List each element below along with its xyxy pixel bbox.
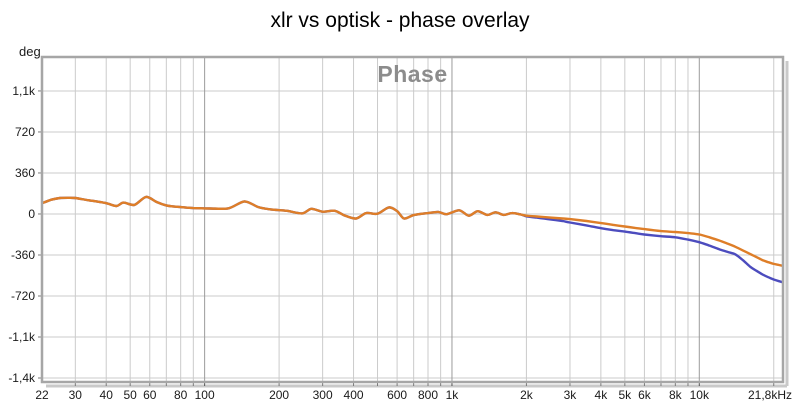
y-tick-label: -1,4k bbox=[8, 371, 36, 385]
x-tick-label: 600 bbox=[387, 388, 407, 402]
x-tick-label: 80 bbox=[174, 388, 188, 402]
x-tick-label: 800 bbox=[418, 388, 438, 402]
plot-background bbox=[42, 57, 783, 382]
plot-border bbox=[40, 55, 785, 384]
x-tick-label: 4k bbox=[595, 388, 609, 402]
x-tick-label: 100 bbox=[195, 388, 215, 402]
x-tick-label: 60 bbox=[143, 388, 157, 402]
y-tick-label: -360 bbox=[11, 248, 35, 262]
x-tick-label: 21,8kHz bbox=[748, 388, 792, 402]
phase-curve-orange bbox=[42, 195, 783, 267]
measurement-type-label: Phase bbox=[377, 61, 448, 87]
x-tick-label: 50 bbox=[124, 388, 138, 402]
x-tick-label: 10k bbox=[690, 388, 710, 402]
x-tick-label: 400 bbox=[344, 388, 364, 402]
x-tick-label: 8k bbox=[669, 388, 683, 402]
y-tick-label: -1,1k bbox=[8, 330, 36, 344]
x-tick-label: 2k bbox=[520, 388, 534, 402]
x-tick-label: 300 bbox=[313, 388, 333, 402]
x-tick-label: 5k bbox=[618, 388, 632, 402]
x-tick-label: 30 bbox=[69, 388, 83, 402]
x-tick-label: 1k bbox=[446, 388, 460, 402]
x-tick-label: 3k bbox=[564, 388, 578, 402]
y-tick-label: 1,1k bbox=[12, 84, 36, 98]
y-tick-label: 720 bbox=[15, 125, 35, 139]
x-tick-label: 6k bbox=[638, 388, 652, 402]
y-tick-label: 360 bbox=[15, 166, 35, 180]
y-tick-label: 0 bbox=[28, 207, 35, 221]
y-tick-label: -720 bbox=[11, 289, 35, 303]
x-tick-label: 40 bbox=[100, 388, 114, 402]
x-tick-label: 22 bbox=[35, 388, 49, 402]
x-tick-label: 200 bbox=[269, 388, 289, 402]
chart-title: xlr vs optisk - phase overlay bbox=[270, 9, 530, 32]
y-axis-unit-label: deg bbox=[19, 44, 41, 59]
